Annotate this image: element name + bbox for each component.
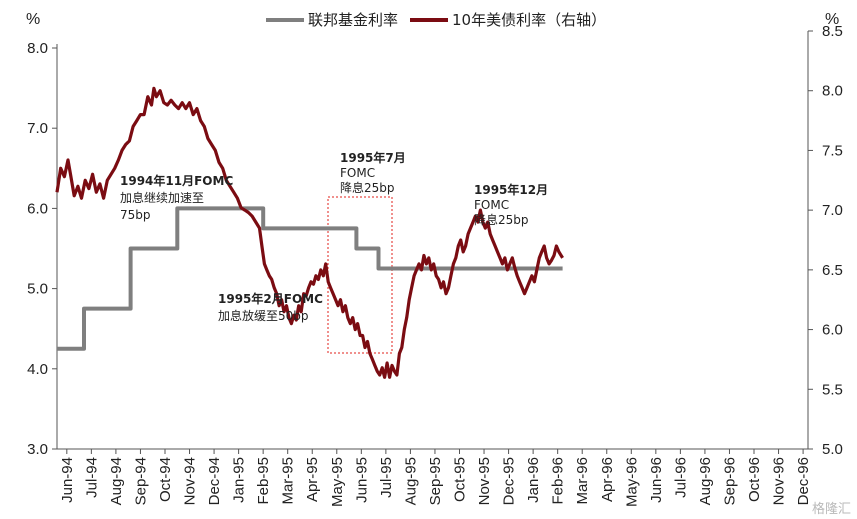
right-tick-label: 5.0 — [822, 441, 843, 458]
x-tick-label: Oct-96 — [746, 457, 763, 502]
annotation-feb95-line2: 加息放缓至50bp — [218, 308, 309, 323]
x-tick-label: Oct-95 — [451, 457, 468, 502]
x-tick-label: Feb-95 — [255, 457, 272, 505]
x-tick-label: Mar-96 — [574, 457, 591, 505]
left-tick-label: 5.0 — [27, 281, 48, 298]
right-tick-label: 6.5 — [822, 262, 843, 279]
left-tick-label: 8.0 — [27, 40, 48, 57]
x-tick-label: Nov-96 — [771, 457, 788, 505]
x-tick-label: Dec-94 — [206, 457, 223, 505]
treasury-10y-line — [55, 86, 564, 379]
x-tick-label: Sep-94 — [132, 457, 149, 505]
left-axis-ticks: 3.0 4.0 5.0 6.0 7.0 8.0 — [27, 40, 57, 458]
x-tick-label: Dec-95 — [501, 457, 518, 505]
x-tick-label: Jan-96 — [525, 457, 542, 503]
x-tick-label: Apr-95 — [304, 457, 321, 502]
watermark-text: 格隆汇 — [811, 502, 851, 517]
x-tick-label: Jun-96 — [648, 457, 665, 503]
x-tick-label: Jun-95 — [353, 457, 370, 503]
x-tick-label: Dec-96 — [795, 457, 812, 505]
left-tick-label: 7.0 — [27, 120, 48, 137]
annotation-dec95-line1: 1995年12月 — [474, 182, 548, 197]
annotation-jul95-line3: 降息25bp — [340, 180, 395, 195]
annotation-nov94-line2: 加息继续加速至 — [120, 190, 204, 205]
left-tick-label: 4.0 — [27, 361, 48, 378]
legend: 联邦基金利率 10年美债利率（右轴） — [266, 11, 606, 29]
right-tick-label: 8.0 — [822, 83, 843, 100]
x-axis-ticks: Jun-94 Jul-94 Aug-94 Sep-94 Oct-94 Nov-94 Dec-… — [59, 449, 812, 507]
x-tick-label: Jun-94 — [59, 457, 76, 503]
x-tick-label: Jan-95 — [231, 457, 248, 503]
x-tick-label: Feb-96 — [550, 457, 567, 505]
x-tick-label: Aug-94 — [108, 457, 125, 505]
x-tick-label: Aug-96 — [697, 457, 714, 505]
annotation-dec95: 1995年12月 FOMC 降息25bp — [474, 182, 548, 227]
annotation-feb95: 1995年2月FOMC 加息放缓至50bp — [218, 291, 323, 323]
left-tick-label: 3.0 — [27, 441, 48, 458]
right-axis-unit: % — [825, 11, 839, 28]
annotation-jul95-line2: FOMC — [340, 166, 375, 180]
annotation-jul95: 1995年7月 FOMC 降息25bp — [340, 150, 406, 195]
x-tick-label: Nov-94 — [182, 457, 199, 505]
annotation-jul95-line1: 1995年7月 — [340, 150, 406, 165]
legend-treasury-label: 10年美债利率（右轴） — [452, 11, 606, 29]
annotation-dec95-line3: 降息25bp — [474, 212, 529, 227]
legend-fedfunds-label: 联邦基金利率 — [308, 11, 398, 29]
annotation-nov94-line1: 1994年11月FOMC — [120, 173, 233, 188]
annotation-nov94-line3: 75bp — [120, 208, 151, 222]
right-tick-label: 7.0 — [822, 202, 843, 219]
x-tick-label: Jul-94 — [83, 457, 100, 498]
right-tick-label: 5.5 — [822, 381, 843, 398]
x-tick-label: Sep-96 — [721, 457, 738, 505]
x-tick-label: Apr-96 — [599, 457, 616, 502]
x-tick-label: Sep-95 — [427, 457, 444, 505]
annotation-nov94: 1994年11月FOMC 加息继续加速至 75bp — [120, 173, 233, 222]
right-axis-ticks: 5.0 5.5 6.0 6.5 7.0 7.5 8.0 8.5 — [808, 23, 843, 458]
x-tick-label: May-95 — [329, 457, 346, 507]
x-tick-label: Jul-95 — [378, 457, 395, 498]
x-tick-label: Nov-95 — [476, 457, 493, 505]
right-tick-label: 8.5 — [822, 23, 843, 40]
x-tick-label: Oct-94 — [157, 457, 174, 502]
series-layer — [55, 86, 564, 379]
fed-funds-rate-line — [57, 206, 563, 351]
left-tick-label: 6.0 — [27, 200, 48, 217]
annotation-dec95-line2: FOMC — [474, 198, 509, 212]
right-tick-label: 6.0 — [822, 322, 843, 339]
x-tick-label: Aug-95 — [402, 457, 419, 505]
annotation-feb95-line1: 1995年2月FOMC — [218, 291, 323, 306]
x-tick-label: Mar-95 — [280, 457, 297, 505]
left-axis-unit: % — [26, 11, 40, 28]
x-tick-label: Jul-96 — [672, 457, 689, 498]
right-tick-label: 7.5 — [822, 142, 843, 159]
x-tick-label: May-96 — [623, 457, 640, 507]
